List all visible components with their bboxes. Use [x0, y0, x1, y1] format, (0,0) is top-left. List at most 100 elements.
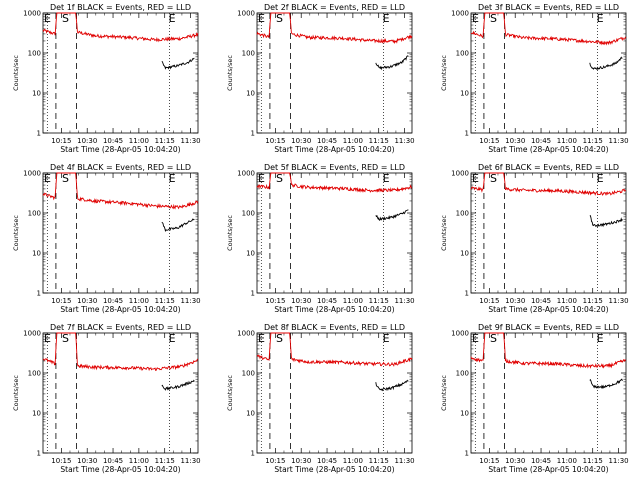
y-tick-label: 1000 [23, 10, 41, 18]
chart-panel-6: Det 6f BLACK = Events, RED = LLD 1 10 100 10… [440, 163, 629, 314]
chart-title: Det 2f BLACK = Events, RED = LLD [264, 3, 405, 12]
x-tick-label: 10:30 [291, 457, 311, 465]
x-axis-label: Start Time (28-Apr-05 10:04:20) [60, 305, 180, 314]
events-rate-line [375, 209, 409, 222]
chart-title: Det 5f BLACK = Events, RED = LLD [264, 163, 405, 172]
y-tick-label: 1000 [237, 330, 255, 338]
y-tick-label: 1 [465, 450, 469, 458]
x-tick-label: 11:15 [369, 297, 389, 305]
y-tick-label: 10 [246, 250, 255, 258]
x-axis-label: Start Time (28-Apr-05 10:04:20) [274, 145, 394, 154]
x-tick-label: 10:45 [317, 457, 337, 465]
x-tick-label: 11:00 [557, 457, 577, 465]
plot-frame [42, 172, 199, 294]
marker-e-right: E [597, 12, 604, 25]
y-tick-label: 1 [37, 130, 41, 138]
chart-title: Det 9f BLACK = Events, RED = LLD [478, 323, 619, 332]
x-axis-label: Start Time (28-Apr-05 10:04:20) [488, 145, 608, 154]
lld-rate-line [470, 332, 627, 369]
x-tick-label: 11:30 [608, 297, 628, 305]
y-tick-label: 1000 [451, 170, 469, 178]
y-tick-label: 1 [251, 290, 255, 298]
plot-frame [470, 12, 627, 134]
chart-title: Det 4f BLACK = Events, RED = LLD [50, 163, 191, 172]
events-rate-line [589, 215, 623, 228]
y-axis-label: Counts/sec [12, 375, 20, 411]
x-tick-label: 10:15 [51, 297, 71, 305]
marker-e-left: E [258, 12, 265, 25]
x-tick-label: 10:15 [265, 457, 285, 465]
y-tick-label: 1 [37, 450, 41, 458]
y-axis-label: Counts/sec [226, 375, 234, 411]
x-tick-label: 11:15 [369, 137, 389, 145]
x-tick-label: 10:45 [103, 297, 123, 305]
plot-frame [42, 12, 199, 134]
lld-rate-line [470, 12, 627, 46]
x-tick-label: 11:30 [180, 297, 200, 305]
lld-rate-line [42, 172, 199, 210]
chart-panel-9: Det 9f BLACK = Events, RED = LLD 1 10 100 10… [440, 323, 629, 474]
events-rate-line [375, 379, 409, 392]
x-tick-label: 11:00 [343, 137, 363, 145]
x-tick-label: 10:30 [291, 297, 311, 305]
marker-e-left: E [472, 12, 479, 25]
x-axis-label: Start Time (28-Apr-05 10:04:20) [274, 465, 394, 474]
marker-s: S [276, 172, 283, 185]
x-tick-label: 10:45 [317, 137, 337, 145]
x-tick-label: 10:15 [479, 457, 499, 465]
x-tick-label: 10:30 [77, 137, 97, 145]
x-tick-label: 11:15 [155, 457, 175, 465]
chart-panel-3: Det 3f BLACK = Events, RED = LLD 1 10 100 10… [440, 3, 629, 154]
lld-rate-line [42, 332, 198, 372]
y-tick-label: 10 [32, 90, 41, 98]
lld-rate-line [256, 332, 413, 367]
x-tick-label: 11:30 [608, 457, 628, 465]
chart-panel-8: Det 8f BLACK = Events, RED = LLD 1 10 100 10… [226, 323, 415, 474]
x-tick-label: 11:30 [394, 297, 414, 305]
marker-e-right: E [383, 12, 390, 25]
x-axis-label: Start Time (28-Apr-05 10:04:20) [60, 145, 180, 154]
marker-e-left: E [472, 332, 479, 345]
y-axis-label: Counts/sec [440, 375, 448, 411]
x-tick-label: 11:00 [129, 137, 149, 145]
chart-panel-1: Det 1f BLACK = Events, RED = LLD 1 10 100 10… [12, 3, 201, 154]
events-rate-line [161, 379, 195, 391]
marker-e-left: E [44, 332, 51, 345]
marker-s: S [62, 172, 69, 185]
chart-panel-5: Det 5f BLACK = Events, RED = LLD 1 10 100 10… [226, 163, 415, 314]
y-tick-label: 1 [465, 290, 469, 298]
x-tick-label: 11:15 [155, 297, 175, 305]
y-tick-label: 100 [456, 50, 469, 58]
x-tick-label: 10:45 [531, 297, 551, 305]
y-tick-label: 100 [456, 370, 469, 378]
x-axis-label: Start Time (28-Apr-05 10:04:20) [274, 305, 394, 314]
x-tick-label: 11:00 [129, 457, 149, 465]
x-tick-label: 11:30 [394, 457, 414, 465]
marker-e-right: E [597, 172, 604, 185]
x-axis-label: Start Time (28-Apr-05 10:04:20) [60, 465, 180, 474]
x-tick-label: 10:45 [531, 137, 551, 145]
plot-frame [42, 332, 199, 454]
marker-e-left: E [258, 172, 265, 185]
marker-s: S [490, 332, 497, 345]
chart-title: Det 8f BLACK = Events, RED = LLD [264, 323, 405, 332]
y-tick-label: 100 [28, 370, 41, 378]
x-tick-label: 11:00 [557, 137, 577, 145]
y-tick-label: 10 [246, 410, 255, 418]
marker-s: S [62, 12, 69, 25]
y-tick-label: 1000 [451, 330, 469, 338]
chart-title: Det 6f BLACK = Events, RED = LLD [478, 163, 619, 172]
y-tick-label: 10 [246, 90, 255, 98]
marker-s: S [62, 332, 69, 345]
marker-e-right: E [597, 332, 604, 345]
x-tick-label: 11:15 [583, 297, 603, 305]
lld-rate-line [470, 172, 627, 196]
y-tick-label: 1000 [237, 10, 255, 18]
y-axis-label: Counts/sec [12, 215, 20, 251]
marker-s: S [276, 12, 283, 25]
chart-panel-4: Det 4f BLACK = Events, RED = LLD 1 10 100 10… [12, 163, 201, 314]
y-tick-label: 10 [460, 250, 469, 258]
marker-e-left: E [44, 12, 51, 25]
x-tick-label: 10:30 [77, 297, 97, 305]
